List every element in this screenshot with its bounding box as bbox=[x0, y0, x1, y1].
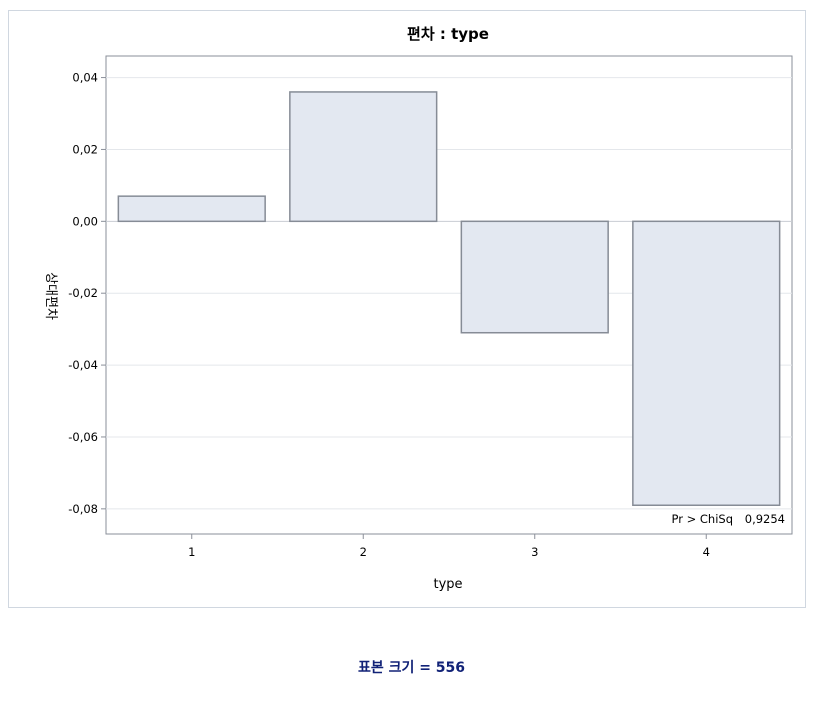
x-tick-label: 1 bbox=[188, 545, 195, 559]
x-tick-label: 3 bbox=[531, 545, 538, 559]
y-tick-label: -0,02 bbox=[68, 286, 98, 300]
x-tick-label: 4 bbox=[703, 545, 710, 559]
y-tick-label: -0,08 bbox=[68, 502, 98, 516]
y-axis-label: 상대편차 bbox=[43, 272, 58, 320]
bar-3 bbox=[460, 220, 609, 334]
pvalue-value: 0,9254 bbox=[745, 512, 785, 526]
bars bbox=[117, 91, 781, 506]
sample-size-footnote: 표본 크기 = 556 bbox=[357, 660, 466, 676]
bar-2 bbox=[289, 91, 438, 223]
y-tick-label: -0,06 bbox=[68, 430, 98, 444]
x-axis-label: type bbox=[433, 577, 462, 592]
x-axis-ticks: 1 2 3 4 bbox=[188, 534, 710, 559]
y-tick-label: 0,02 bbox=[72, 142, 98, 156]
x-tick-label: 2 bbox=[360, 545, 367, 559]
pvalue-label: Pr > ChiSq bbox=[671, 512, 733, 526]
y-axis-ticks: 0,04 0,02 0,00 -0,02 -0,04 -0,06 -0,08 bbox=[68, 71, 106, 516]
y-tick-label: 0,00 bbox=[72, 214, 98, 228]
chart-title: 편차 : type bbox=[407, 25, 489, 43]
y-tick-label: 0,04 bbox=[72, 71, 98, 85]
bar-chart: 편차 : type 0,04 0,02 0,00 -0,02 -0,04 -0,06 -0,… bbox=[43, 25, 793, 592]
y-tick-label: -0,04 bbox=[68, 358, 98, 372]
bar-4 bbox=[632, 220, 781, 506]
bar-1 bbox=[117, 195, 266, 223]
